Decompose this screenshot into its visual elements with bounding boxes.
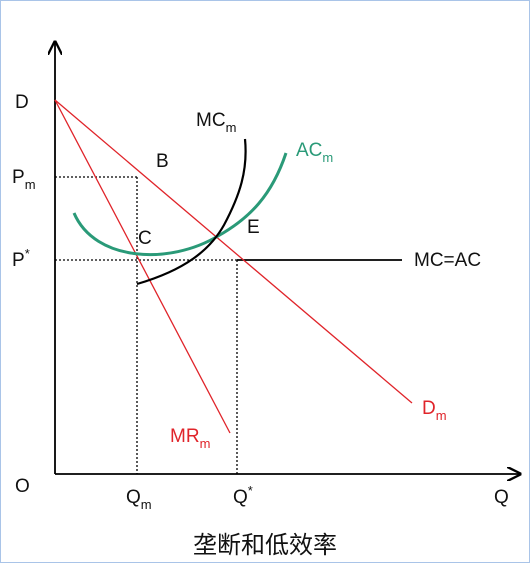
- label-pm: Pm: [12, 167, 36, 192]
- label-point-b: B: [156, 151, 169, 172]
- marginal-cost-curve: [136, 138, 247, 286]
- label-qstar: Q*: [233, 483, 253, 508]
- label-mcm: MCm: [196, 110, 236, 135]
- label-origin: O: [15, 476, 30, 497]
- diagram-caption: 垄断和低效率: [193, 531, 337, 559]
- label-pstar: P*: [12, 246, 30, 271]
- demand-curve: [54, 99, 413, 404]
- marginal-revenue-curve: [54, 99, 231, 434]
- label-qm: Qm: [126, 487, 152, 512]
- label-dm: Dm: [422, 398, 447, 423]
- label-q-axis: Q: [494, 487, 509, 508]
- label-mc-equals-ac: MC=AC: [414, 250, 481, 271]
- label-acm: ACm: [296, 140, 333, 165]
- label-point-e: E: [247, 217, 260, 238]
- label-point-c: C: [138, 228, 152, 249]
- average-cost-curve: [72, 152, 288, 257]
- label-d: D: [15, 92, 29, 113]
- label-mrm: MRm: [170, 426, 210, 451]
